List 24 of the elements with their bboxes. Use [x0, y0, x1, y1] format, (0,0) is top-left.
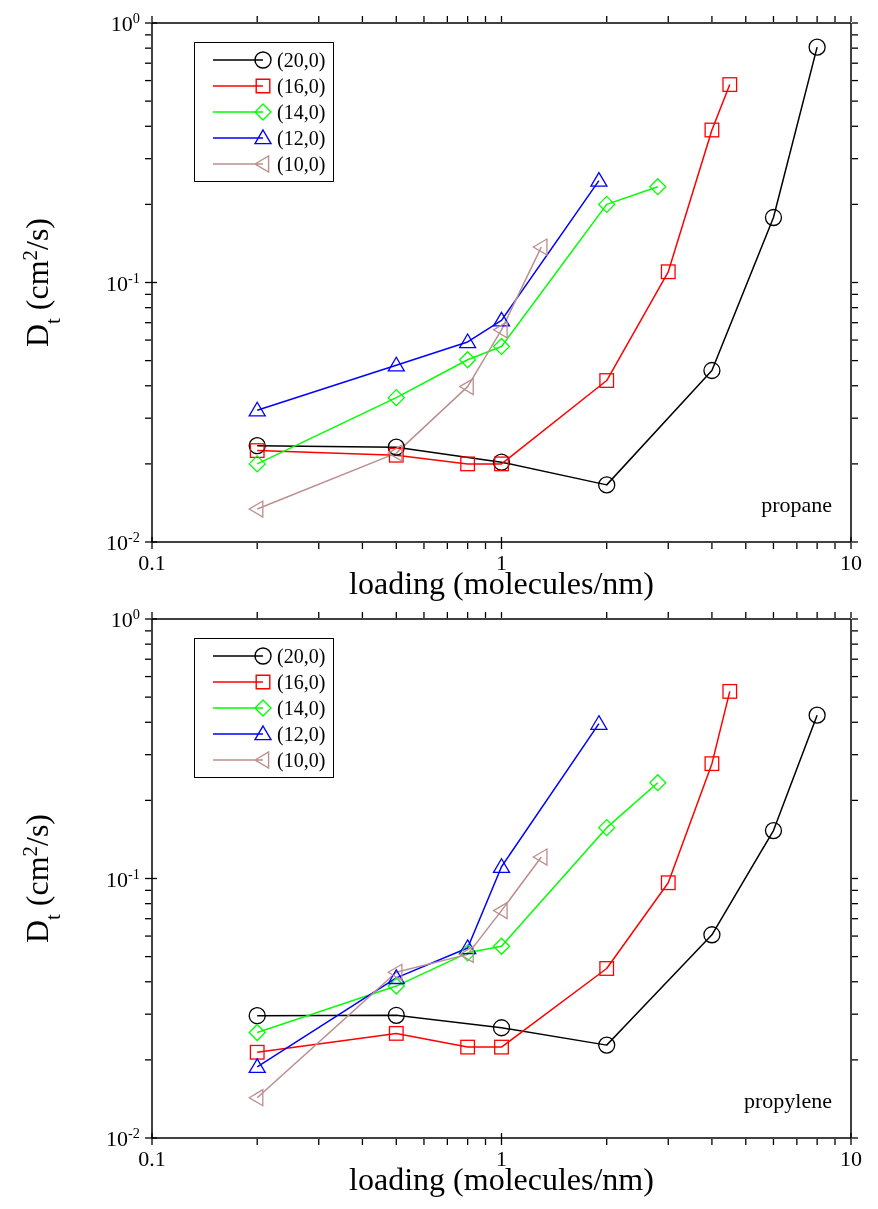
legend-label: (10,0)	[277, 152, 326, 176]
y-tick-label: 10$^{-1}$	[106, 269, 140, 296]
legend-label: (10,0)	[277, 748, 326, 772]
x-tick-label: 10	[840, 1146, 862, 1171]
y-tick-label: 10$^{0}$	[110, 606, 140, 632]
legend-label: (16,0)	[277, 74, 326, 98]
legend-label: (12,0)	[277, 722, 326, 746]
legend-label: (12,0)	[277, 126, 326, 150]
legend-label: (16,0)	[277, 670, 326, 694]
x-tick-label: 1	[496, 550, 507, 575]
y-tick-label: 10$^{-2}$	[106, 1125, 140, 1151]
legend-label: (20,0)	[277, 644, 326, 668]
x-tick-label: 1	[496, 1146, 507, 1171]
y-tick-label: 10$^{0}$	[110, 10, 140, 36]
x-tick-label: 0.1	[138, 1146, 166, 1171]
y-tick-label: 10$^{-2}$	[106, 529, 140, 555]
legend-label: (14,0)	[277, 100, 326, 124]
legend-label: (20,0)	[277, 48, 326, 72]
x-tick-label: 0.1	[138, 550, 166, 575]
x-tick-label: 10	[840, 550, 862, 575]
annotation: propane	[761, 492, 832, 517]
y-tick-label: 10$^{-1}$	[106, 865, 140, 892]
annotation: propylene	[744, 1088, 832, 1113]
legend-label: (14,0)	[277, 696, 326, 720]
